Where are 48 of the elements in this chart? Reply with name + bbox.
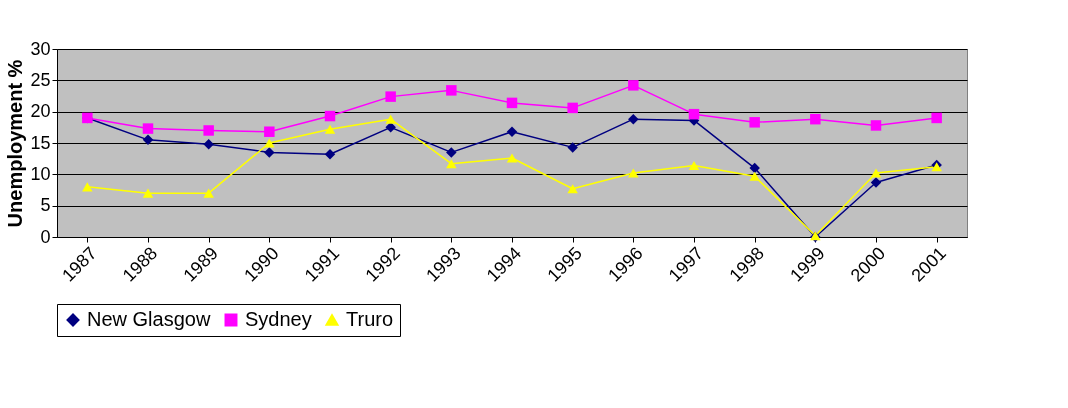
- y-tick-label: 0: [40, 226, 51, 247]
- point: [203, 139, 214, 150]
- point: [264, 147, 275, 158]
- point: [567, 184, 578, 194]
- y-tick-label: 5: [40, 195, 51, 216]
- point: [870, 177, 882, 188]
- y-tick-label: 30: [30, 38, 51, 59]
- point: [203, 188, 214, 198]
- point: [810, 113, 821, 125]
- point: [688, 161, 700, 171]
- point: [142, 134, 154, 146]
- legend-label: Truro: [346, 308, 394, 330]
- legend-label: New Glasgow: [87, 308, 211, 330]
- point: [385, 114, 396, 124]
- point: [628, 168, 639, 178]
- point: [506, 97, 518, 109]
- point: [385, 122, 396, 133]
- point: [688, 108, 700, 120]
- point: [264, 126, 275, 137]
- y-tick-label: 20: [30, 101, 51, 122]
- point: [142, 188, 154, 198]
- point: [506, 153, 518, 163]
- point: [870, 168, 882, 178]
- point: [324, 124, 336, 134]
- point: [385, 91, 396, 102]
- point: [264, 138, 275, 148]
- point: [749, 117, 760, 128]
- point: [446, 159, 457, 169]
- point: [324, 110, 336, 122]
- point: [324, 149, 336, 160]
- y-tick-label: 25: [30, 69, 51, 90]
- point: [567, 142, 578, 153]
- point: [446, 85, 457, 96]
- point: [506, 126, 518, 137]
- point: [203, 125, 214, 136]
- y-axis-title: Unemployment %: [4, 59, 27, 228]
- point: [931, 112, 942, 124]
- y-tick-label: 10: [30, 163, 51, 184]
- y-tick-label: 15: [30, 132, 51, 153]
- point: [142, 123, 154, 134]
- point: [567, 102, 578, 114]
- point: [82, 182, 93, 192]
- legend-label: Sydney: [245, 308, 312, 330]
- point: [870, 120, 882, 131]
- point: [749, 171, 760, 181]
- point: [628, 80, 639, 91]
- point: [446, 147, 457, 158]
- point: [628, 113, 639, 125]
